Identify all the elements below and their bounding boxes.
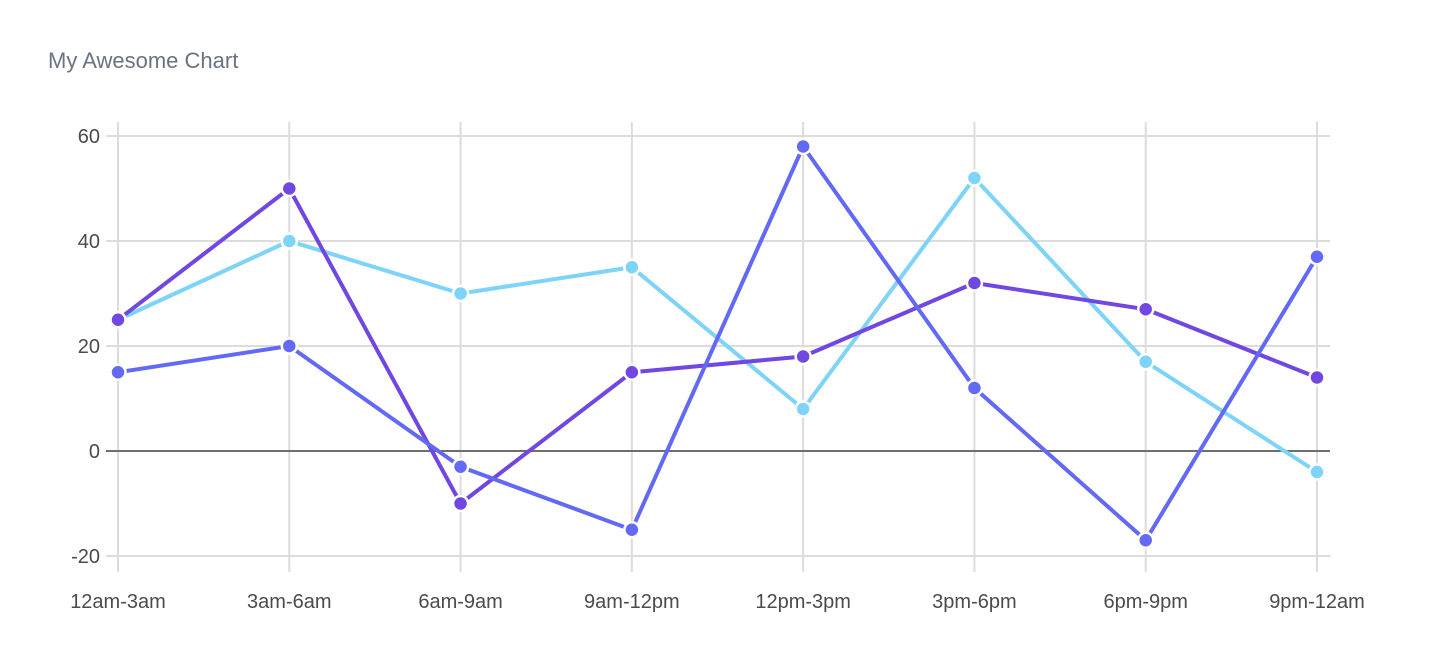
x-tick-label: 6am-9am bbox=[418, 591, 502, 613]
data-point[interactable] bbox=[1136, 531, 1155, 549]
data-point[interactable] bbox=[451, 284, 470, 303]
data-point[interactable] bbox=[1136, 353, 1155, 371]
data-point[interactable] bbox=[1308, 248, 1326, 266]
data-point[interactable] bbox=[623, 258, 641, 276]
series-line bbox=[117, 144, 1319, 543]
y-tick-label: 20 bbox=[78, 336, 100, 358]
x-axis: 12am-3am 3am-6am 6am-9am 9am-12pm 12pm-3pm 3p… bbox=[70, 591, 1365, 613]
y-axis: -20 0 20 40 60 bbox=[71, 126, 100, 568]
data-point[interactable] bbox=[965, 379, 984, 397]
data-point[interactable] bbox=[623, 521, 641, 539]
x-tick-label: 3am-6am bbox=[247, 591, 331, 613]
data-point[interactable] bbox=[965, 169, 984, 187]
x-tick-label: 9am-12pm bbox=[584, 591, 680, 613]
data-point[interactable] bbox=[1308, 368, 1326, 387]
series-line bbox=[116, 186, 1318, 506]
data-point[interactable] bbox=[280, 337, 299, 355]
data-point[interactable] bbox=[280, 232, 299, 250]
y-tick-label: 40 bbox=[78, 231, 100, 253]
data-point[interactable] bbox=[794, 347, 812, 366]
y-tick-label: 0 bbox=[89, 441, 100, 463]
data-point[interactable] bbox=[451, 494, 470, 513]
chart-title: My Awesome Chart bbox=[48, 48, 239, 73]
data-point[interactable] bbox=[1308, 463, 1326, 481]
y-tick-label: -20 bbox=[71, 546, 100, 568]
x-tick-label: 12pm-3pm bbox=[755, 591, 851, 613]
data-point[interactable] bbox=[109, 311, 127, 329]
series-1 bbox=[109, 169, 1326, 481]
x-tick-label: 3pm-6pm bbox=[932, 591, 1016, 613]
x-tick-label: 12am-3am bbox=[70, 591, 166, 613]
data-point[interactable] bbox=[623, 363, 641, 381]
data-point[interactable] bbox=[794, 137, 812, 156]
x-tick-label: 9pm-12am bbox=[1269, 591, 1365, 613]
data-point[interactable] bbox=[794, 400, 812, 418]
grid-lines bbox=[106, 122, 1330, 572]
data-point[interactable] bbox=[965, 274, 984, 292]
data-point[interactable] bbox=[280, 179, 299, 198]
series-lines bbox=[109, 137, 1326, 549]
series-2 bbox=[109, 179, 1326, 513]
y-tick-label: 60 bbox=[78, 126, 100, 148]
data-point[interactable] bbox=[451, 458, 470, 476]
series-3 bbox=[109, 137, 1326, 549]
data-point[interactable] bbox=[109, 363, 127, 381]
series-line bbox=[117, 176, 1319, 474]
x-tick-label: 6pm-9pm bbox=[1103, 591, 1187, 613]
data-point[interactable] bbox=[1136, 300, 1155, 318]
